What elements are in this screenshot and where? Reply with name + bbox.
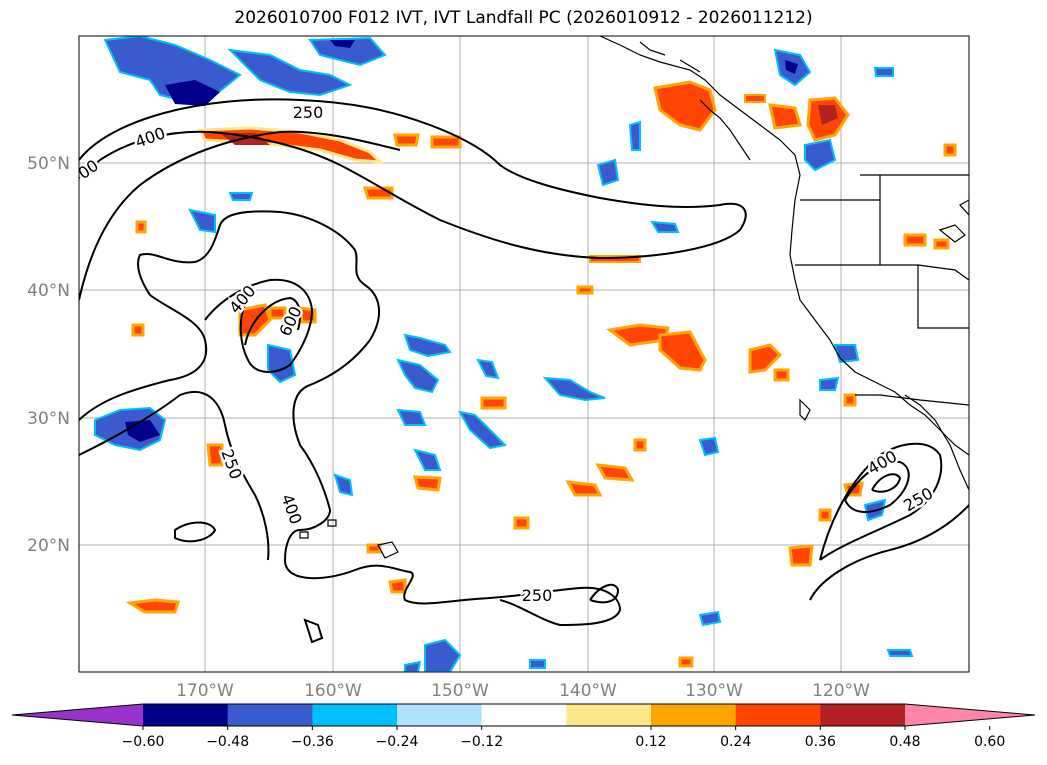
contour-label: 250: [522, 586, 553, 605]
lon-label: 130°W: [685, 681, 743, 701]
colorbar-tick-label: −0.24: [376, 734, 419, 750]
colorbar-swatch: [651, 704, 737, 726]
colorbar-swatch: [227, 704, 313, 726]
lon-label: 170°W: [176, 681, 234, 701]
colorbar-swatch: [143, 704, 229, 726]
lon-label: 140°W: [559, 681, 617, 701]
colorbar-tick-label: 0.12: [635, 734, 666, 750]
map-frame: [78, 35, 970, 673]
coastlines: [299, 36, 969, 559]
colorbar-swatch: [820, 704, 906, 726]
ivt-contours: [79, 98, 969, 644]
lat-label: 40°N: [27, 281, 70, 301]
colorbar-tick-label: −0.48: [206, 734, 249, 750]
colorbar-tick-label: 0.24: [720, 734, 751, 750]
colorbar-tick-label: 0.36: [805, 734, 836, 750]
colorbar-swatch: [481, 704, 567, 726]
colorbar-tick-label: −0.60: [122, 734, 165, 750]
lon-label: 150°W: [431, 681, 489, 701]
colorbar-swatch: [397, 704, 483, 726]
colorbar-tick-label: −0.12: [460, 734, 503, 750]
latitude-labels: 50°N 40°N 30°N 20°N: [27, 154, 70, 556]
colorbar-extend-high: [905, 704, 1035, 726]
lat-label: 30°N: [27, 409, 70, 429]
colorbar: −0.60 −0.48 −0.36 −0.24 −0.12 0.12 0.24 0.36 0.4…: [11, 703, 1036, 750]
colorbar-tick-label: 0.48: [889, 734, 920, 750]
lat-label: 50°N: [27, 154, 70, 174]
colorbar-extend-low: [12, 704, 143, 726]
contour-label: 250: [293, 103, 324, 122]
colorbar-swatch: [566, 704, 652, 726]
lat-label: 20°N: [27, 536, 70, 556]
colorbar-tick-label: −0.36: [291, 734, 334, 750]
colorbar-swatch: [312, 704, 398, 726]
colorbar-tick-label: 0.60: [974, 734, 1005, 750]
colorbar-swatch: [735, 704, 821, 726]
longitude-labels: 170°W 160°W 150°W 140°W 130°W 120°W: [176, 681, 870, 701]
negative-pc-regions: [94, 36, 914, 672]
lon-label: 120°W: [812, 681, 870, 701]
map-title: 2026010700 F012 IVT, IVT Landfall PC (20…: [234, 8, 813, 28]
lon-label: 160°W: [304, 681, 362, 701]
